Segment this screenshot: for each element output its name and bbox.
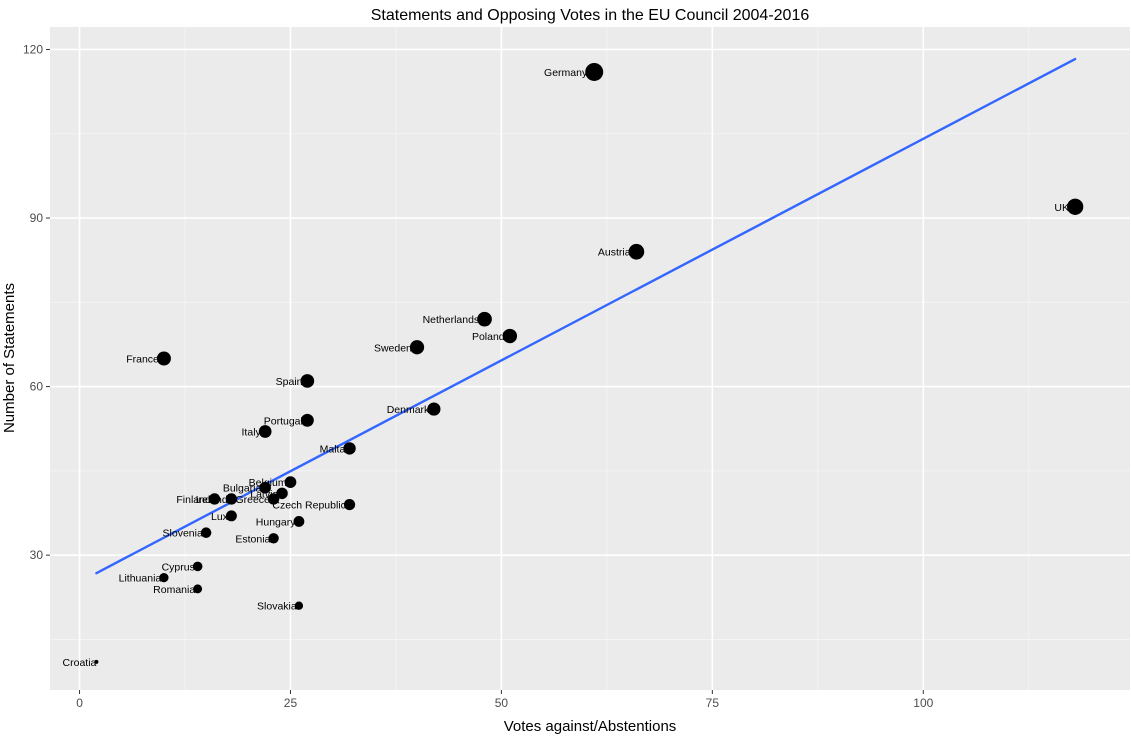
- point-label: Croatia: [63, 657, 97, 669]
- data-point: [225, 493, 238, 505]
- point-label: Netherlands: [423, 314, 480, 326]
- point-label: Slovakia: [257, 601, 297, 613]
- data-point: [477, 311, 492, 327]
- point-labels: Germany UK Austria Netherlands Poland Sweden F…: [63, 67, 1069, 669]
- y-axis-ticks: 30 60 90 120: [23, 42, 50, 562]
- x-tick-label: 0: [76, 696, 83, 710]
- data-point: [293, 516, 305, 527]
- data-point: [409, 340, 425, 355]
- x-tick-label: 100: [913, 696, 933, 710]
- data-point: [284, 476, 297, 488]
- data-point: [192, 561, 203, 572]
- point-label: Finland: [176, 494, 211, 506]
- data-point: [267, 493, 280, 505]
- x-tick-label: 75: [706, 696, 720, 710]
- data-points: [94, 62, 1084, 664]
- point-label: Lux: [211, 511, 229, 523]
- data-point: [268, 533, 279, 544]
- point-label: Poland: [472, 331, 505, 343]
- minor-gridlines: [50, 27, 1130, 690]
- data-point: [225, 510, 237, 522]
- point-label: Germany: [544, 67, 588, 79]
- point-label: Ireland: [196, 494, 228, 506]
- major-gridlines: [50, 27, 1130, 690]
- data-point: [159, 572, 169, 583]
- data-point: [585, 62, 604, 81]
- point-label: Italy: [242, 427, 262, 439]
- point-label: Spain: [276, 376, 303, 388]
- data-point: [200, 527, 212, 538]
- point-label: Romania: [153, 584, 195, 596]
- panel-background: [50, 27, 1130, 690]
- y-tick-label: 30: [30, 548, 44, 562]
- point-label: Belgium: [249, 477, 287, 489]
- point-label: Latvia: [250, 488, 278, 500]
- point-label: Greece: [235, 494, 270, 506]
- data-point: [300, 413, 314, 427]
- data-point: [427, 402, 441, 416]
- y-tick-label: 120: [23, 42, 43, 56]
- data-point: [156, 351, 171, 366]
- x-tick-label: 50: [495, 696, 509, 710]
- point-label: Estonia: [235, 533, 270, 545]
- data-point: [94, 659, 99, 664]
- y-tick-label: 90: [30, 211, 44, 225]
- y-tick-label: 60: [30, 380, 44, 394]
- point-label: France: [126, 354, 159, 366]
- point-label: Slovenia: [163, 528, 203, 540]
- point-label: UK: [1054, 202, 1069, 214]
- data-point: [259, 481, 271, 494]
- point-label: Cyprus: [162, 561, 195, 573]
- data-point: [502, 328, 518, 344]
- x-axis-title: Votes against/Abstentions: [504, 718, 677, 735]
- point-label: Sweden: [374, 342, 412, 354]
- point-label: Denmark: [387, 404, 430, 416]
- data-point: [294, 601, 304, 610]
- point-label: Bulgaria: [223, 483, 262, 495]
- data-point: [258, 425, 272, 438]
- point-label: Austria: [598, 247, 631, 259]
- point-label: Hungary: [256, 516, 296, 528]
- data-point: [276, 487, 288, 500]
- x-axis-ticks: 0 25 50 75 100: [76, 690, 934, 710]
- point-label: Czech Republic: [272, 500, 346, 512]
- point-label: Portugal: [264, 415, 303, 427]
- x-tick-label: 25: [284, 696, 298, 710]
- data-point: [343, 442, 356, 455]
- data-point: [208, 493, 221, 505]
- data-point: [193, 584, 203, 594]
- data-point: [1067, 198, 1084, 215]
- data-point: [628, 243, 645, 260]
- point-label: Malta: [320, 443, 346, 455]
- point-label: Lithuania: [119, 573, 162, 585]
- y-axis-title: Number of Statements: [1, 283, 18, 433]
- data-point: [343, 498, 356, 511]
- data-point: [300, 374, 315, 388]
- chart-title: Statements and Opposing Votes in the EU …: [371, 7, 810, 24]
